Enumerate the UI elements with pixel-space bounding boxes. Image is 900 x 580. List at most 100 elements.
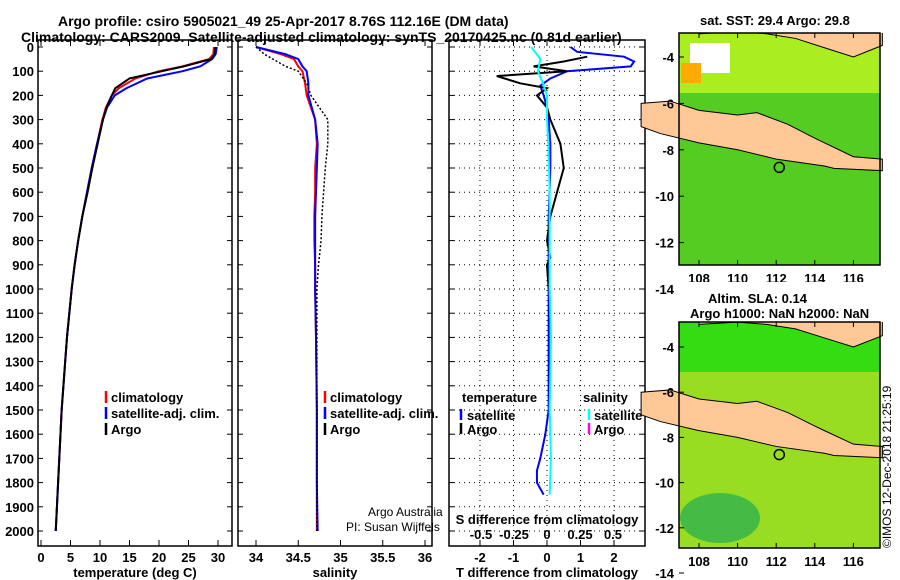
legend-label: satellite (467, 408, 515, 423)
y-tick-label: 1000 (5, 282, 34, 297)
pi-name: PI: Susan Wijffels (346, 520, 440, 534)
legend-label: climatology (330, 390, 403, 405)
panel-frame-1 (37, 39, 233, 547)
x-tick-label: 35 (333, 550, 347, 565)
series-argo (54, 46, 217, 532)
x-tick-label: 2 (610, 550, 617, 565)
series-satellite-adj-clim- (54, 46, 218, 532)
x2-tick-label: 0 (543, 527, 550, 542)
x-tick-label: 36 (418, 550, 432, 565)
credit: Argo Australia (368, 505, 443, 519)
map-bottom-land-java (640, 389, 883, 459)
x-tick-label: 1 (577, 550, 584, 565)
x2-tick-label: 0.25 (567, 527, 592, 542)
x-tick-label: 10 (93, 550, 107, 565)
map-mask (679, 0, 885, 33)
y-tick-label: 800 (12, 234, 34, 249)
legend-label: Argo (467, 422, 497, 437)
map-y-tick-label: -10 (655, 189, 674, 204)
y-tick-label: 1400 (5, 379, 34, 394)
x-tick-label: 35.5 (370, 550, 395, 565)
y-tick-label: 1900 (5, 500, 34, 515)
legend-label: Argo (594, 422, 624, 437)
map-y-tick-label: -6 (662, 96, 674, 111)
map-x-tick-label: 108 (688, 554, 710, 569)
map-x-tick-label: 116 (843, 554, 864, 569)
panel-frame-2 (237, 39, 433, 547)
map-y-tick-label: -14 (655, 566, 675, 580)
x-tick-label: 34.5 (286, 550, 311, 565)
y-tick-label: 300 (12, 113, 34, 128)
map-y-tick-label: -12 (655, 521, 674, 536)
y-tick-label: 900 (12, 258, 34, 273)
x2-tick-label: 0.5 (604, 527, 622, 542)
legend-label: Argo (111, 422, 141, 437)
map-y-tick-label: -8 (662, 143, 674, 158)
y-tick-label: 400 (12, 137, 34, 152)
map-top-frame (678, 32, 881, 266)
y-tick-label: 0 (27, 40, 34, 55)
y-tick-label: 200 (12, 88, 34, 103)
series-temperature-satellite (535, 46, 636, 496)
x-tick-label: 20 (152, 550, 166, 565)
x-tick-label: 0 (543, 550, 550, 565)
legend-title-salinity: salinity (583, 390, 629, 405)
map-y-tick-label: -10 (655, 476, 674, 491)
x2-tick-label: -0.25 (499, 527, 529, 542)
map-x-tick-label: 110 (727, 554, 748, 569)
title-line-1: Argo profile: csiro 5905021_49 25-Apr-20… (58, 13, 509, 29)
y-tick-label: 1700 (5, 451, 34, 466)
y-tick-label: 1500 (5, 403, 34, 418)
map-x-tick-label: 114 (804, 554, 826, 569)
y-tick-label: 700 (12, 209, 34, 224)
x-tick-label: 15 (122, 550, 136, 565)
series-climatology (54, 46, 215, 532)
x-axis-label: temperature (deg C) (73, 565, 197, 580)
map-bottom-title-1: Altim. SLA: 0.14 (708, 291, 807, 306)
y-tick-label: 1200 (5, 330, 34, 345)
legend-label: satellite-adj. clim. (330, 406, 438, 421)
x-tick-label: 34 (249, 550, 264, 565)
x-tick-label: 5 (67, 550, 74, 565)
x-tick-label: 30 (211, 550, 225, 565)
series-temperature-Argo (496, 55, 588, 290)
x-tick-label: -2 (474, 550, 486, 565)
x2-axis-label: S difference from climatology (456, 512, 640, 527)
legend-label: satellite (594, 408, 642, 423)
map-top-argo-marker (773, 161, 786, 174)
map-y-tick-label: -12 (655, 236, 674, 251)
series-climatology (255, 46, 318, 531)
x-axis-label: salinity (313, 565, 359, 580)
map-top-land-java (640, 100, 883, 172)
map-y-tick-label: -4 (662, 50, 674, 65)
map-y-tick-label: -6 (662, 385, 674, 400)
y-tick-label: 1800 (5, 476, 34, 491)
series-argo (255, 46, 329, 531)
title-line-2: Climatology: CARS2009. Satellite-adjuste… (21, 29, 622, 45)
map-x-tick-label: 112 (766, 554, 787, 569)
y-tick-label: 2000 (5, 524, 34, 539)
map-bottom-argo-marker (773, 448, 786, 461)
map-mask (679, 282, 885, 322)
map-y-tick-label: -14 (655, 282, 675, 297)
x-axis-label: T difference from climatology (456, 565, 639, 580)
legend-label: Argo (330, 422, 360, 437)
map-top-warm-patch (681, 63, 701, 83)
copyright-footer: ©IMOS 12-Dec-2018 21:25:19 (880, 385, 894, 548)
map-top-title: sat. SST: 29.4 Argo: 29.8 (700, 13, 850, 28)
y-tick-label: 1600 (5, 427, 34, 442)
legend-label: satellite-adj. clim. (111, 406, 219, 421)
y-tick-label: 1100 (6, 306, 34, 321)
map-y-tick-label: -4 (662, 340, 674, 355)
map-y-tick-label: -8 (662, 430, 674, 445)
x2-tick-label: -0.5 (470, 527, 492, 542)
map-bottom-title-2: Argo h1000: NaN h2000: NaN (690, 306, 870, 321)
map-bottom-low-sla (680, 493, 760, 543)
y-tick-label: 1300 (5, 355, 34, 370)
y-tick-label: 100 (12, 64, 34, 79)
map-bottom-frame (678, 321, 881, 549)
legend-title-temperature: temperature (462, 390, 537, 405)
x-tick-label: 0 (37, 550, 44, 565)
